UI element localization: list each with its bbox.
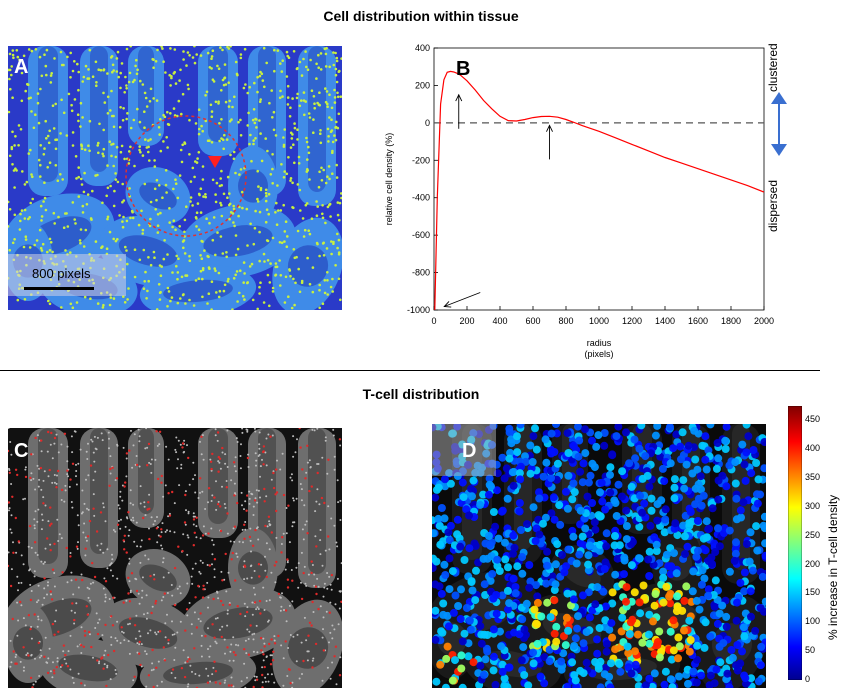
density-curve — [434, 70, 765, 311]
x-tick-label: 400 — [492, 316, 507, 326]
y-tick-label: -600 — [412, 230, 430, 240]
scale-bar — [24, 287, 94, 290]
y-tick-label: -200 — [412, 155, 430, 165]
colorbar-label: % increase in T-cell density — [826, 494, 840, 640]
colorbar-tick-label: 150 — [805, 587, 821, 598]
x-tick-label: 1800 — [721, 316, 741, 326]
x-tick-label: 200 — [459, 316, 474, 326]
y-tick-label: 400 — [415, 43, 430, 53]
y-tick-label: -800 — [412, 268, 430, 278]
clustered-label: clustered — [766, 43, 780, 92]
y-tick-label: 0 — [425, 118, 430, 128]
sample-radius-circle — [125, 115, 247, 237]
x-tick-label: 1600 — [688, 316, 708, 326]
colorbar-tick-label: 200 — [805, 558, 821, 569]
dispersed-label: dispersed — [766, 179, 780, 232]
x-tick-label: 600 — [525, 316, 540, 326]
panel-b-letter: B — [456, 58, 471, 80]
x-tick-label: 800 — [558, 316, 573, 326]
peak-arrow-head — [455, 93, 463, 102]
top-section-title: Cell distribution within tissue — [323, 8, 519, 24]
relative-density-chart: 0 200 400 600 800 1000 1200 1400 1600 1800 2000400… — [384, 43, 774, 359]
colorbar — [788, 406, 802, 680]
y-tick-label: -400 — [412, 193, 430, 203]
x-tick-label: 1200 — [622, 316, 642, 326]
low-arrow-head — [443, 301, 452, 308]
panel-d-letter: D — [462, 440, 477, 462]
bottom-section-title: T-cell distribution — [362, 386, 480, 402]
tissue-heatmap-d — [432, 424, 766, 688]
double-arrow-icon — [771, 92, 787, 156]
colorbar-tick-label: 100 — [805, 616, 821, 627]
colorbar-tick-label: 0 — [805, 674, 811, 684]
colorbar-tick-label: 450 — [805, 414, 821, 425]
center-cell-marker — [208, 156, 222, 168]
x-tick-label: 0 — [431, 316, 436, 326]
x-tick-label: 1000 — [589, 316, 609, 326]
panel-c-tissue-image — [8, 428, 342, 688]
plot-frame — [433, 47, 765, 311]
panel-c-letter: C — [14, 440, 29, 462]
colorbar-tick-label: 300 — [805, 500, 821, 511]
second-peak-arrow-head — [546, 124, 553, 132]
colorbar-tick-label: 50 — [805, 645, 816, 656]
panel-b-chart: 0 200 400 600 800 1000 1200 1400 1600 1800 2000 400… — [360, 36, 780, 372]
x-tick-label: 2000 — [754, 316, 774, 326]
tissue-image-c — [8, 428, 342, 688]
panel-a-letter: A — [14, 56, 29, 78]
x-tick-label: 1400 — [655, 316, 675, 326]
x-axis-label: radius — [587, 338, 612, 348]
y-axis-label: relative cell density (%) — [384, 133, 394, 226]
x-axis-label: (pixels) — [584, 349, 613, 359]
colorbar-tick-label: 250 — [805, 529, 821, 540]
low-arrow — [444, 292, 481, 307]
section-divider — [0, 370, 820, 371]
colorbar-tick-label: 350 — [805, 472, 821, 483]
scale-bar-label: 800 pixels — [32, 266, 91, 281]
y-tick-label: 200 — [415, 80, 430, 90]
colorbar-tick-label: 400 — [805, 443, 821, 454]
panel-d-heatmap-image — [432, 424, 766, 688]
y-tick-label: -1000 — [407, 305, 430, 315]
